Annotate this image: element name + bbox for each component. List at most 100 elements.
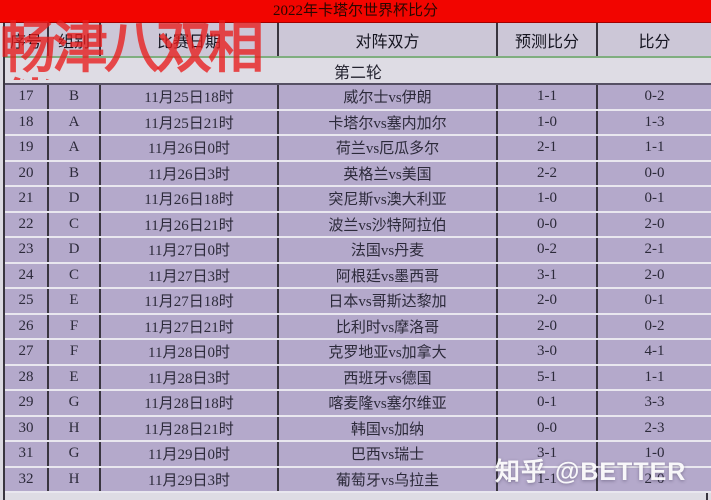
- match-row: 18 A 11月25日21时 卡塔尔vs塞内加尔 1-0 1-3: [5, 109, 711, 136]
- cell-score: 1-0: [597, 441, 711, 468]
- cell-match: 克罗地亚vs加拿大: [278, 339, 498, 366]
- cell-no: 22: [5, 211, 49, 238]
- cell-no: 21: [5, 186, 49, 213]
- cell-predicted: 1-1: [497, 466, 598, 493]
- cell-group: A: [48, 135, 101, 162]
- cell-date: 11月26日0时: [100, 135, 279, 162]
- cell-no: 20: [5, 160, 49, 187]
- section-row: 第二轮: [5, 57, 711, 85]
- cell-match: 威尔士vs伊朗: [278, 84, 498, 111]
- scores-table-wrap: 序号 组别 比赛日期 对阵双方 预测比分 比分 第二轮 17 B 11月25日18时 威尔士vs…: [3, 23, 711, 493]
- cell-group: F: [48, 313, 101, 340]
- cell-date: 11月27日21时: [100, 313, 279, 340]
- cell-date: 11月28日0时: [100, 339, 279, 366]
- cell-no: 19: [5, 135, 49, 162]
- cell-predicted: 2-0: [497, 288, 598, 315]
- match-row: 31 G 11月29日0时 巴西vs瑞士 3-1 1-0: [5, 441, 711, 468]
- cell-match: 英格兰vs美国: [278, 160, 498, 187]
- scores-table: 序号 组别 比赛日期 对阵双方 预测比分 比分 第二轮 17 B 11月25日18时 威尔士vs…: [5, 23, 711, 493]
- cell-date: 11月26日21时: [100, 211, 279, 238]
- cell-score: 0-0: [597, 160, 711, 187]
- cell-score: 4-1: [597, 339, 711, 366]
- column-header-5: 比分: [597, 23, 711, 58]
- cell-match: 比利时vs摩洛哥: [278, 313, 498, 340]
- cell-score: 0-2: [597, 84, 711, 111]
- match-row: 30 H 11月28日21时 韩国vs加纳 0-0 2-3: [5, 415, 711, 442]
- cell-predicted: 2-1: [497, 135, 598, 162]
- cell-match: 阿根廷vs墨西哥: [278, 262, 498, 289]
- cell-no: 27: [5, 339, 49, 366]
- cell-predicted: 3-1: [497, 441, 598, 468]
- cell-no: 25: [5, 288, 49, 315]
- cell-date: 11月29日0时: [100, 441, 279, 468]
- next-section-partial-row: [3, 493, 708, 500]
- cell-predicted: 1-0: [497, 186, 598, 213]
- cell-predicted: 3-0: [497, 339, 598, 366]
- cell-match: 西班牙vs德国: [278, 364, 498, 391]
- cell-no: 30: [5, 415, 49, 442]
- cell-match: 韩国vs加纳: [278, 415, 498, 442]
- column-header-1: 组别: [48, 23, 101, 58]
- cell-date: 11月27日0时: [100, 237, 279, 264]
- cell-score: 2-0: [597, 262, 711, 289]
- cell-date: 11月25日18时: [100, 84, 279, 111]
- cell-predicted: 0-2: [497, 237, 598, 264]
- cell-no: 28: [5, 364, 49, 391]
- column-header-4: 预测比分: [497, 23, 598, 58]
- cell-score: 1-1: [597, 135, 711, 162]
- match-row: 20 B 11月26日3时 英格兰vs美国 2-2 0-0: [5, 160, 711, 187]
- cell-no: 18: [5, 109, 49, 136]
- column-header-2: 比赛日期: [100, 23, 279, 58]
- cell-predicted: 1-1: [497, 84, 598, 111]
- cell-group: B: [48, 84, 101, 111]
- cell-group: H: [48, 415, 101, 442]
- cell-predicted: 0-1: [497, 390, 598, 417]
- match-row: 22 C 11月26日21时 波兰vs沙特阿拉伯 0-0 2-0: [5, 211, 711, 238]
- cell-score: 2-1: [597, 237, 711, 264]
- cell-no: 26: [5, 313, 49, 340]
- cell-no: 29: [5, 390, 49, 417]
- match-row: 28 E 11月28日3时 西班牙vs德国 5-1 1-1: [5, 364, 711, 391]
- match-row: 17 B 11月25日18时 威尔士vs伊朗 1-1 0-2: [5, 84, 711, 111]
- cell-date: 11月26日3时: [100, 160, 279, 187]
- cell-group: C: [48, 262, 101, 289]
- cell-score: 0-2: [597, 313, 711, 340]
- cell-group: E: [48, 288, 101, 315]
- cell-score: 3-3: [597, 390, 711, 417]
- match-row: 25 E 11月27日18时 日本vs哥斯达黎加 2-0 0-1: [5, 288, 711, 315]
- cell-date: 11月28日3时: [100, 364, 279, 391]
- cell-no: 31: [5, 441, 49, 468]
- match-row: 27 F 11月28日0时 克罗地亚vs加拿大 3-0 4-1: [5, 339, 711, 366]
- cell-predicted: 1-0: [497, 109, 598, 136]
- cell-predicted: 5-1: [497, 364, 598, 391]
- cell-no: 17: [5, 84, 49, 111]
- cell-score: 1-1: [597, 364, 711, 391]
- cell-no: 24: [5, 262, 49, 289]
- match-row: 32 H 11月29日3时 葡萄牙vs乌拉圭 1-1 2-0: [5, 466, 711, 493]
- match-row: 23 D 11月27日0时 法国vs丹麦 0-2 2-1: [5, 237, 711, 264]
- cell-score: 2-0: [597, 466, 711, 493]
- cell-date: 11月27日3时: [100, 262, 279, 289]
- cell-no: 32: [5, 466, 49, 493]
- page-title: 2022年卡塔尔世界杯比分: [0, 0, 711, 23]
- match-row: 29 G 11月28日18时 喀麦隆vs塞尔维亚 0-1 3-3: [5, 390, 711, 417]
- cell-date: 11月28日18时: [100, 390, 279, 417]
- cell-date: 11月29日3时: [100, 466, 279, 493]
- cell-match: 突尼斯vs澳大利亚: [278, 186, 498, 213]
- table-header-row: 序号 组别 比赛日期 对阵双方 预测比分 比分: [5, 23, 711, 58]
- cell-group: A: [48, 109, 101, 136]
- cell-match: 巴西vs瑞士: [278, 441, 498, 468]
- cell-date: 11月26日18时: [100, 186, 279, 213]
- cell-group: B: [48, 160, 101, 187]
- cell-score: 0-1: [597, 186, 711, 213]
- cell-group: G: [48, 390, 101, 417]
- cell-predicted: 0-0: [497, 211, 598, 238]
- cell-date: 11月28日21时: [100, 415, 279, 442]
- match-row: 26 F 11月27日21时 比利时vs摩洛哥 2-0 0-2: [5, 313, 711, 340]
- cell-score: 2-0: [597, 211, 711, 238]
- match-row: 19 A 11月26日0时 荷兰vs厄瓜多尔 2-1 1-1: [5, 135, 711, 162]
- cell-match: 葡萄牙vs乌拉圭: [278, 466, 498, 493]
- cell-group: D: [48, 237, 101, 264]
- cell-predicted: 3-1: [497, 262, 598, 289]
- section-label: 第二轮: [5, 57, 711, 85]
